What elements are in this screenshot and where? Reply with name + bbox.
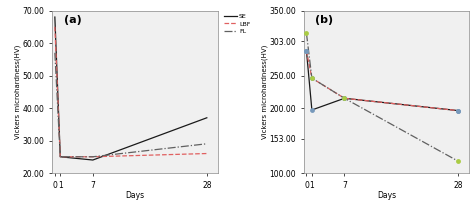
X-axis label: Days: Days [125,191,145,200]
Y-axis label: Vickers microhardness(HV): Vickers microhardness(HV) [15,45,21,139]
Text: (a): (a) [64,15,82,25]
Legend: SE, LBF, FL: SE, LBF, FL [224,14,250,34]
Y-axis label: Vickers microhardness(HV): Vickers microhardness(HV) [262,45,268,139]
Text: (b): (b) [315,15,333,25]
X-axis label: Days: Days [377,191,396,200]
